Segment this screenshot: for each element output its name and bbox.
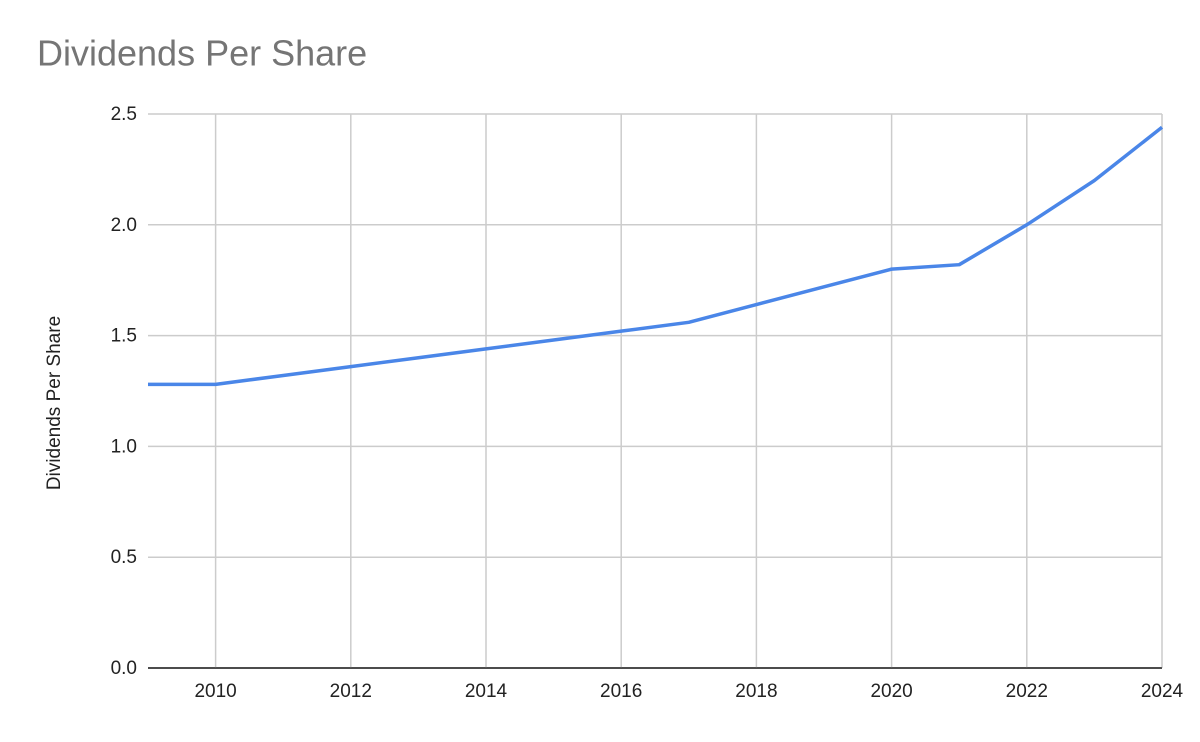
y-tick-label: 1.0 [111,436,137,457]
x-tick-label: 2014 [465,681,508,702]
y-tick-label: 0.5 [111,547,137,568]
x-tick-label: 2018 [735,681,777,702]
data-line [148,125,1164,387]
x-tick-label: 2020 [870,681,912,702]
x-tick-label: 2024 [1141,681,1184,702]
x-tick-label: 2022 [1006,681,1048,702]
y-tick-label: 2.5 [111,104,137,125]
x-tick-label: 2016 [600,681,642,702]
x-tick-label: 2012 [330,681,372,702]
x-tick-label: 2010 [194,681,236,702]
y-tick-label: 0.0 [111,658,137,679]
plot-area: 0.0 0.5 1.0 1.5 2.0 2.5 2010 2012 2014 2016 2018 20… [111,104,1184,702]
y-tick-label: 2.0 [111,215,137,236]
chart-title: Dividends Per Share [37,33,367,74]
y-axis-label: Dividends Per Share [44,316,65,490]
y-tick-label: 1.5 [111,326,137,347]
